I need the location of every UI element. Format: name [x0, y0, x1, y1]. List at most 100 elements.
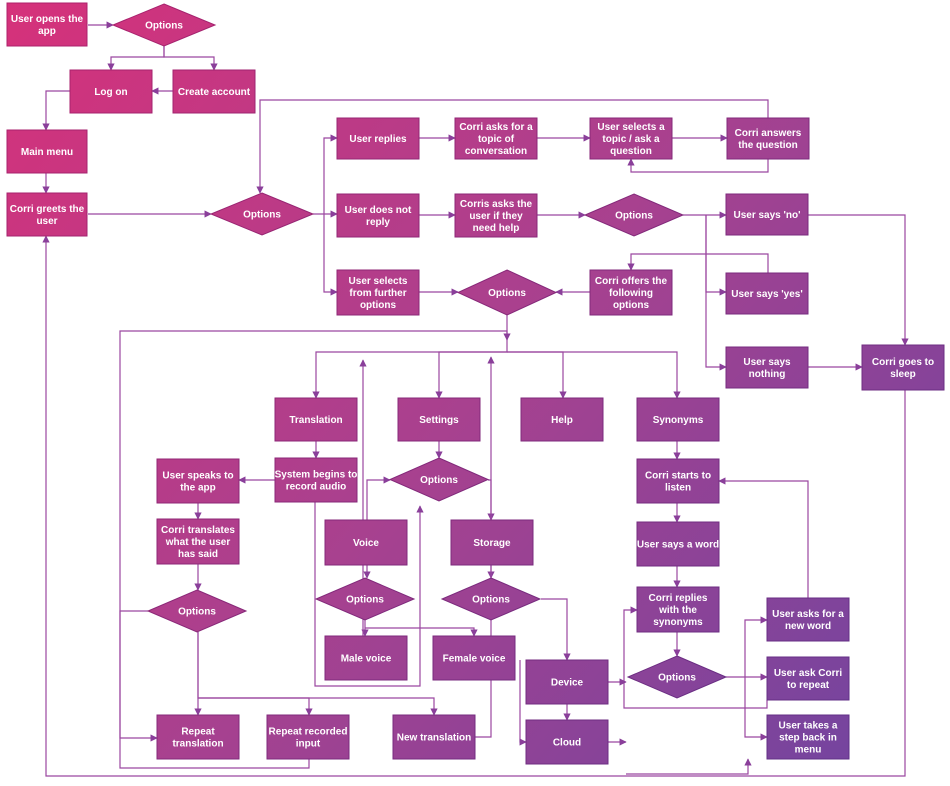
- node-label: Corri translates what the user has said: [161, 525, 235, 560]
- process-node: Female voice: [432, 635, 516, 681]
- node-label: User selects a topic / ask a question: [597, 122, 665, 157]
- connector-arrow: [808, 214, 909, 346]
- node-label: Female voice: [443, 654, 506, 665]
- process-node: User says 'no': [725, 193, 809, 236]
- node-label: Corri goes to sleep: [872, 357, 934, 380]
- decision-node: Options: [209, 192, 315, 236]
- node-label: Options: [145, 21, 183, 32]
- node-label: Repeat translation: [172, 727, 223, 750]
- node-label: Repeat recorded input: [269, 727, 348, 750]
- node-label: User opens the app: [11, 14, 84, 37]
- connector-arrow: [42, 235, 906, 777]
- process-node: User says 'yes': [725, 272, 809, 315]
- connector-arrow: [42, 90, 80, 131]
- connector-arrow: [107, 46, 165, 71]
- connector-arrow: [366, 476, 391, 520]
- process-node: User takes a step back in menu: [766, 714, 850, 760]
- process-box: [324, 519, 408, 566]
- process-node: User ask Corri to repeat: [766, 656, 850, 701]
- node-label: Options: [178, 607, 216, 618]
- decision-diamond: [456, 269, 558, 316]
- node-label: Main menu: [21, 147, 73, 158]
- process-node: User replies: [336, 117, 420, 160]
- node-label: User selects from further options: [349, 276, 408, 311]
- process-node: Corri answers the question: [726, 117, 810, 160]
- process-node: Corri starts to listen: [636, 458, 720, 504]
- process-box: [6, 129, 88, 174]
- process-node: Settings: [397, 397, 481, 442]
- node-label: Options: [420, 475, 458, 486]
- process-box: [6, 2, 88, 47]
- process-node: Log on: [69, 69, 153, 114]
- process-box: [6, 192, 88, 237]
- process-node: Male voice: [324, 635, 408, 681]
- connector-arrow: [314, 502, 424, 687]
- decision-node: Options: [314, 577, 416, 621]
- process-box: [69, 69, 153, 114]
- node-label: Help: [551, 415, 573, 426]
- decision-diamond: [440, 577, 542, 621]
- node-label: Options: [658, 673, 696, 684]
- process-box: [525, 719, 609, 765]
- node-label: Options: [488, 288, 526, 299]
- connector-arrow: [626, 758, 752, 775]
- process-box: [766, 714, 850, 760]
- process-box: [266, 714, 350, 760]
- process-box: [861, 344, 945, 391]
- decision-diamond: [111, 3, 217, 47]
- connector-arrow: [627, 253, 769, 273]
- process-box: [725, 272, 809, 315]
- decision-node: Options: [626, 655, 728, 699]
- process-box: [336, 193, 420, 238]
- process-box: [172, 69, 256, 114]
- process-box: [454, 117, 538, 160]
- process-box: [324, 635, 408, 681]
- process-node: Repeat recorded input: [266, 714, 350, 760]
- process-node: System begins to record audio: [274, 457, 358, 503]
- connector-arrow: [718, 477, 809, 598]
- connector-arrow: [119, 330, 511, 769]
- decision-node: Options: [583, 193, 685, 237]
- connector-arrow: [163, 46, 218, 71]
- process-box: [725, 193, 809, 236]
- process-box: [336, 117, 420, 160]
- connector-arrow: [256, 99, 769, 194]
- connector-arrow: [744, 677, 768, 741]
- node-label: Options: [615, 211, 653, 222]
- node-label: Device: [551, 678, 584, 689]
- process-node: User says nothing: [725, 346, 809, 389]
- connector-arrow: [475, 356, 495, 738]
- node-label: Translation: [289, 415, 342, 426]
- node-label: System begins to record audio: [275, 470, 358, 493]
- connector-arrow: [119, 610, 158, 742]
- process-node: User does not reply: [336, 193, 420, 238]
- decision-node: Options: [111, 3, 217, 47]
- process-box: [156, 458, 240, 504]
- process-node: Corris asks the user if they need help: [454, 193, 538, 238]
- node-label: Settings: [419, 415, 459, 426]
- node-label: User asks for a new word: [772, 609, 844, 632]
- process-node: User asks for a new word: [766, 597, 850, 642]
- connector-arrow: [323, 214, 338, 296]
- node-label: Corri starts to listen: [645, 471, 711, 494]
- process-box: [454, 193, 538, 238]
- process-box: [274, 457, 358, 503]
- node-label: User says 'yes': [731, 289, 802, 300]
- node-label: User says nothing: [743, 357, 791, 380]
- process-box: [589, 117, 673, 160]
- process-node: User selects from further options: [336, 269, 420, 316]
- decision-diamond: [209, 192, 315, 236]
- decision-node: Options: [388, 457, 490, 502]
- process-node: Main menu: [6, 129, 88, 174]
- process-box: [336, 269, 420, 316]
- process-node: Device: [525, 659, 609, 705]
- connector-arrow: [507, 351, 567, 399]
- node-label: User says 'no': [733, 210, 800, 221]
- process-node: Corri asks for a topic of conversation: [454, 117, 538, 160]
- node-label: Male voice: [341, 654, 392, 665]
- process-node: Voice: [324, 519, 408, 566]
- connector-arrow: [541, 598, 571, 661]
- node-label: Log on: [94, 87, 127, 98]
- connector-arrow: [627, 158, 769, 173]
